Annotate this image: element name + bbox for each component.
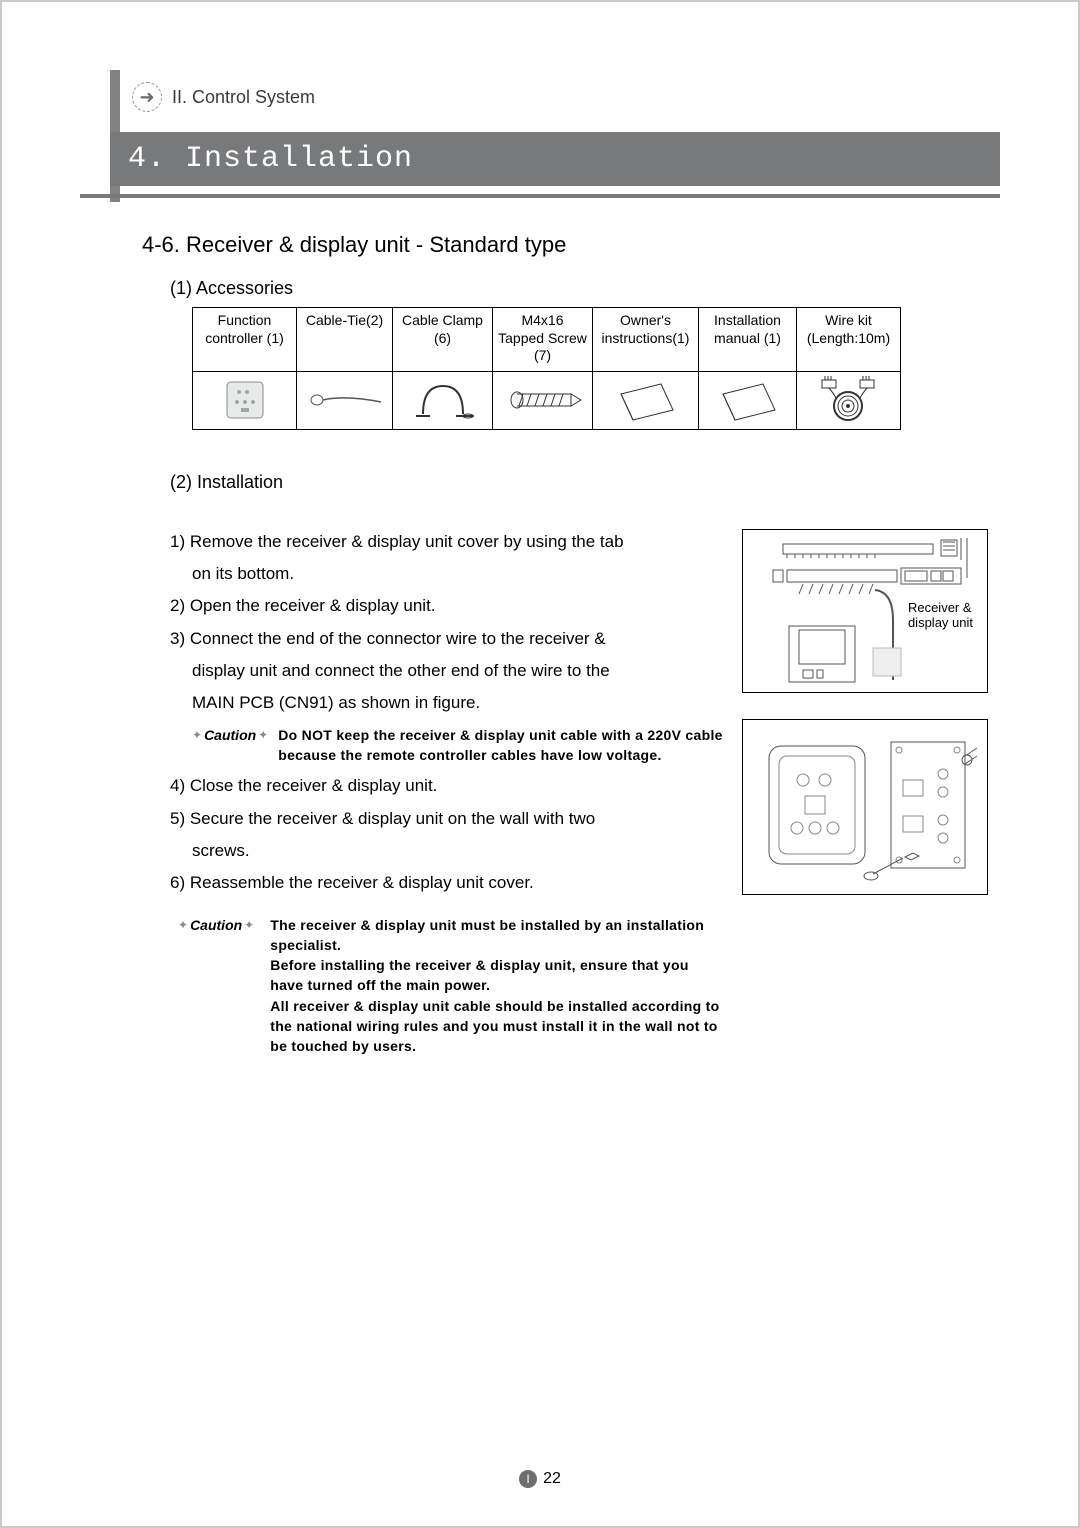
figure-pcb: Receiver & display unit <box>742 529 988 693</box>
acc-image-manual <box>699 371 797 429</box>
wirekit-icon <box>814 376 884 424</box>
clamp-icon <box>408 378 478 422</box>
step-cont: display unit and connect the other end o… <box>170 658 724 684</box>
step-cont: MAIN PCB (CN91) as shown in figure. <box>170 690 724 716</box>
subsection-accessories: (1) Accessories <box>170 278 988 299</box>
acc-label: (6) <box>434 330 451 346</box>
page-number: I 22 <box>2 1470 1078 1488</box>
figure-wallmount <box>742 719 988 895</box>
screw-icon <box>503 386 583 414</box>
caution-line: The receiver & display unit must be inst… <box>270 915 724 956</box>
acc-header: Wire kit (Length:10m) <box>797 308 901 372</box>
page-num-value: 22 <box>543 1470 561 1487</box>
acc-label: controller (1) <box>205 330 284 346</box>
acc-label: Cable-Tie(2) <box>306 312 383 328</box>
section-title: 4-6. Receiver & display unit - Standard … <box>142 232 988 258</box>
table-row: Function controller (1) Cable-Tie(2) Cab… <box>193 308 901 372</box>
acc-image-controller <box>193 371 297 429</box>
installation-area: 1) Remove the receiver & display unit co… <box>170 529 988 1057</box>
caution-icon: Caution <box>178 915 254 937</box>
acc-header: Installation manual (1) <box>699 308 797 372</box>
acc-header: Cable Clamp (6) <box>393 308 493 372</box>
acc-image-clamp <box>393 371 493 429</box>
acc-header: Cable-Tie(2) <box>297 308 393 372</box>
acc-label: Tapped Screw <box>498 330 587 346</box>
breadcrumb: ➜ II. Control System <box>132 82 315 112</box>
figure-label-line: Receiver & <box>908 600 972 615</box>
acc-image-screw <box>493 371 593 429</box>
acc-header: Owner's instructions(1) <box>593 308 699 372</box>
booklet-icon <box>713 376 783 424</box>
step: 3) Connect the end of the connector wire… <box>170 626 724 652</box>
chapter-title: 4. Installation <box>128 142 413 176</box>
acc-label: (Length:10m) <box>807 330 890 346</box>
table-row <box>193 371 901 429</box>
arrow-right-icon: ➜ <box>132 82 162 112</box>
caution-block: Caution Do NOT keep the receiver & displ… <box>192 725 724 766</box>
acc-label: Function <box>218 312 272 328</box>
figure-label-line: display unit <box>908 615 973 630</box>
acc-label: Cable Clamp <box>402 312 483 328</box>
step: 5) Secure the receiver & display unit on… <box>170 806 724 832</box>
wallmount-diagram-icon <box>743 720 987 894</box>
cabletie-icon <box>305 385 385 415</box>
caution-text: Do NOT keep the receiver & display unit … <box>278 725 724 766</box>
acc-label: Owner's <box>620 312 671 328</box>
page: ➜ II. Control System 4. Installation 4-6… <box>0 0 1080 1528</box>
figure-column: Receiver & display unit <box>742 529 988 1057</box>
chapter-underline <box>80 194 1000 198</box>
booklet-icon <box>611 376 681 424</box>
page-mark-icon: I <box>519 1470 537 1488</box>
controller-icon <box>215 376 275 424</box>
acc-header: Function controller (1) <box>193 308 297 372</box>
caution-block: Caution The receiver & display unit must… <box>178 915 724 1057</box>
accessories-table: Function controller (1) Cable-Tie(2) Cab… <box>192 307 901 430</box>
acc-label: M4x16 <box>521 312 563 328</box>
acc-label: Installation <box>714 312 781 328</box>
acc-image-cabletie <box>297 371 393 429</box>
caution-icon: Caution <box>192 725 268 747</box>
step: 4) Close the receiver & display unit. <box>170 773 724 799</box>
acc-label: Wire kit <box>825 312 872 328</box>
content: 4-6. Receiver & display unit - Standard … <box>142 232 988 1057</box>
step-cont: on its bottom. <box>170 561 724 587</box>
acc-label: instructions(1) <box>602 330 690 346</box>
step: 6) Reassemble the receiver & display uni… <box>170 870 724 896</box>
step: 2) Open the receiver & display unit. <box>170 593 724 619</box>
step-cont: screws. <box>170 838 724 864</box>
breadcrumb-label: II. Control System <box>172 87 315 108</box>
caution-line: All receiver & display unit cable should… <box>270 996 724 1057</box>
installation-steps: 1) Remove the receiver & display unit co… <box>170 529 724 1057</box>
acc-image-wirekit <box>797 371 901 429</box>
caution-line: Before installing the receiver & display… <box>270 955 724 996</box>
chapter-bar: 4. Installation <box>110 132 1000 186</box>
step: 1) Remove the receiver & display unit co… <box>170 529 724 555</box>
acc-label: (7) <box>534 347 551 363</box>
acc-header: M4x16 Tapped Screw (7) <box>493 308 593 372</box>
caution-text: The receiver & display unit must be inst… <box>270 915 724 1057</box>
subsection-installation: (2) Installation <box>170 472 988 493</box>
acc-image-owners <box>593 371 699 429</box>
acc-label: manual (1) <box>714 330 781 346</box>
figure-label: Receiver & display unit <box>908 600 973 631</box>
